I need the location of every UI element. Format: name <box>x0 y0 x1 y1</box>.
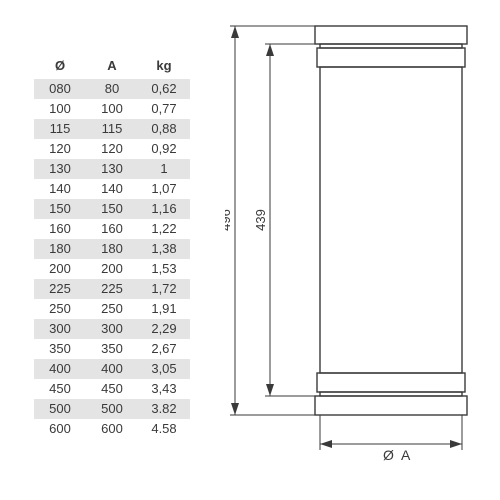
cell-a: 200 <box>86 259 138 279</box>
cell-k: 4.58 <box>138 419 190 439</box>
dim-439-label: 439 <box>253 209 268 231</box>
table-row: 1151150,88 <box>34 119 190 139</box>
cell-a: 140 <box>86 179 138 199</box>
diameter-symbol: Ø <box>383 447 394 463</box>
table-row: 1801801,38 <box>34 239 190 259</box>
cell-d: 130 <box>34 159 86 179</box>
cell-a: 500 <box>86 399 138 419</box>
table-row: 3003002,29 <box>34 319 190 339</box>
cell-k: 1,16 <box>138 199 190 219</box>
cell-a: 160 <box>86 219 138 239</box>
table-row: 2502501,91 <box>34 299 190 319</box>
table-row: 4004003,05 <box>34 359 190 379</box>
table-row: 4504503,43 <box>34 379 190 399</box>
cell-a: 180 <box>86 239 138 259</box>
cell-d: 150 <box>34 199 86 219</box>
table-row: 2252251,72 <box>34 279 190 299</box>
cell-a: 225 <box>86 279 138 299</box>
cell-k: 1 <box>138 159 190 179</box>
cell-k: 0,92 <box>138 139 190 159</box>
table-header-row: Ø A kg <box>34 58 190 79</box>
cell-k: 0,62 <box>138 79 190 99</box>
cell-k: 1,22 <box>138 219 190 239</box>
table-row: 1401401,07 <box>34 179 190 199</box>
table-row: 3503502,67 <box>34 339 190 359</box>
table-row: 1001000,77 <box>34 99 190 119</box>
cell-k: 2,67 <box>138 339 190 359</box>
col-weight: kg <box>138 58 190 79</box>
cell-d: 500 <box>34 399 86 419</box>
cell-d: 300 <box>34 319 86 339</box>
table-row: 5005003.82 <box>34 399 190 419</box>
cell-a: 300 <box>86 319 138 339</box>
spec-table: Ø A kg 080800,621001000,771151150,881201… <box>34 58 190 439</box>
dim-439: 439 <box>253 44 274 396</box>
table-body: 080800,621001000,771151150,881201200,921… <box>34 79 190 439</box>
table-row: 2002001,53 <box>34 259 190 279</box>
table-row: 1501501,16 <box>34 199 190 219</box>
cell-d: 225 <box>34 279 86 299</box>
cell-d: 140 <box>34 179 86 199</box>
cell-d: 200 <box>34 259 86 279</box>
cell-d: 115 <box>34 119 86 139</box>
table-row: 1601601,22 <box>34 219 190 239</box>
table-row: 1201200,92 <box>34 139 190 159</box>
dim-width-label: A <box>401 447 411 463</box>
cell-a: 115 <box>86 119 138 139</box>
cell-k: 1,38 <box>138 239 190 259</box>
cell-d: 600 <box>34 419 86 439</box>
cell-a: 130 <box>86 159 138 179</box>
table-row: 080800,62 <box>34 79 190 99</box>
table-row: 6006004.58 <box>34 419 190 439</box>
extension-lines <box>230 26 462 450</box>
cell-k: 3,43 <box>138 379 190 399</box>
cell-a: 600 <box>86 419 138 439</box>
drawing-svg: 496 439 Ø A <box>225 20 485 480</box>
col-a: A <box>86 58 138 79</box>
table-row: 1301301 <box>34 159 190 179</box>
cell-d: 080 <box>34 79 86 99</box>
cell-a: 120 <box>86 139 138 159</box>
dim-496-label: 496 <box>225 209 233 231</box>
cell-a: 150 <box>86 199 138 219</box>
dim-496: 496 <box>225 26 239 415</box>
col-diameter: Ø <box>34 58 86 79</box>
cell-d: 400 <box>34 359 86 379</box>
cell-k: 1,72 <box>138 279 190 299</box>
cell-a: 450 <box>86 379 138 399</box>
cell-k: 2,29 <box>138 319 190 339</box>
cell-k: 1,07 <box>138 179 190 199</box>
cell-d: 120 <box>34 139 86 159</box>
cell-d: 250 <box>34 299 86 319</box>
cell-k: 1,53 <box>138 259 190 279</box>
cell-d: 100 <box>34 99 86 119</box>
cell-k: 3.82 <box>138 399 190 419</box>
tube-outline <box>315 26 467 415</box>
technical-drawing: 496 439 Ø A <box>225 20 485 480</box>
cell-d: 450 <box>34 379 86 399</box>
cell-a: 80 <box>86 79 138 99</box>
cell-a: 400 <box>86 359 138 379</box>
cell-k: 3,05 <box>138 359 190 379</box>
cell-k: 1,91 <box>138 299 190 319</box>
cell-k: 0,88 <box>138 119 190 139</box>
cell-d: 350 <box>34 339 86 359</box>
cell-k: 0,77 <box>138 99 190 119</box>
cell-d: 160 <box>34 219 86 239</box>
cell-a: 250 <box>86 299 138 319</box>
cell-d: 180 <box>34 239 86 259</box>
cell-a: 100 <box>86 99 138 119</box>
dim-width: Ø A <box>320 440 462 463</box>
cell-a: 350 <box>86 339 138 359</box>
